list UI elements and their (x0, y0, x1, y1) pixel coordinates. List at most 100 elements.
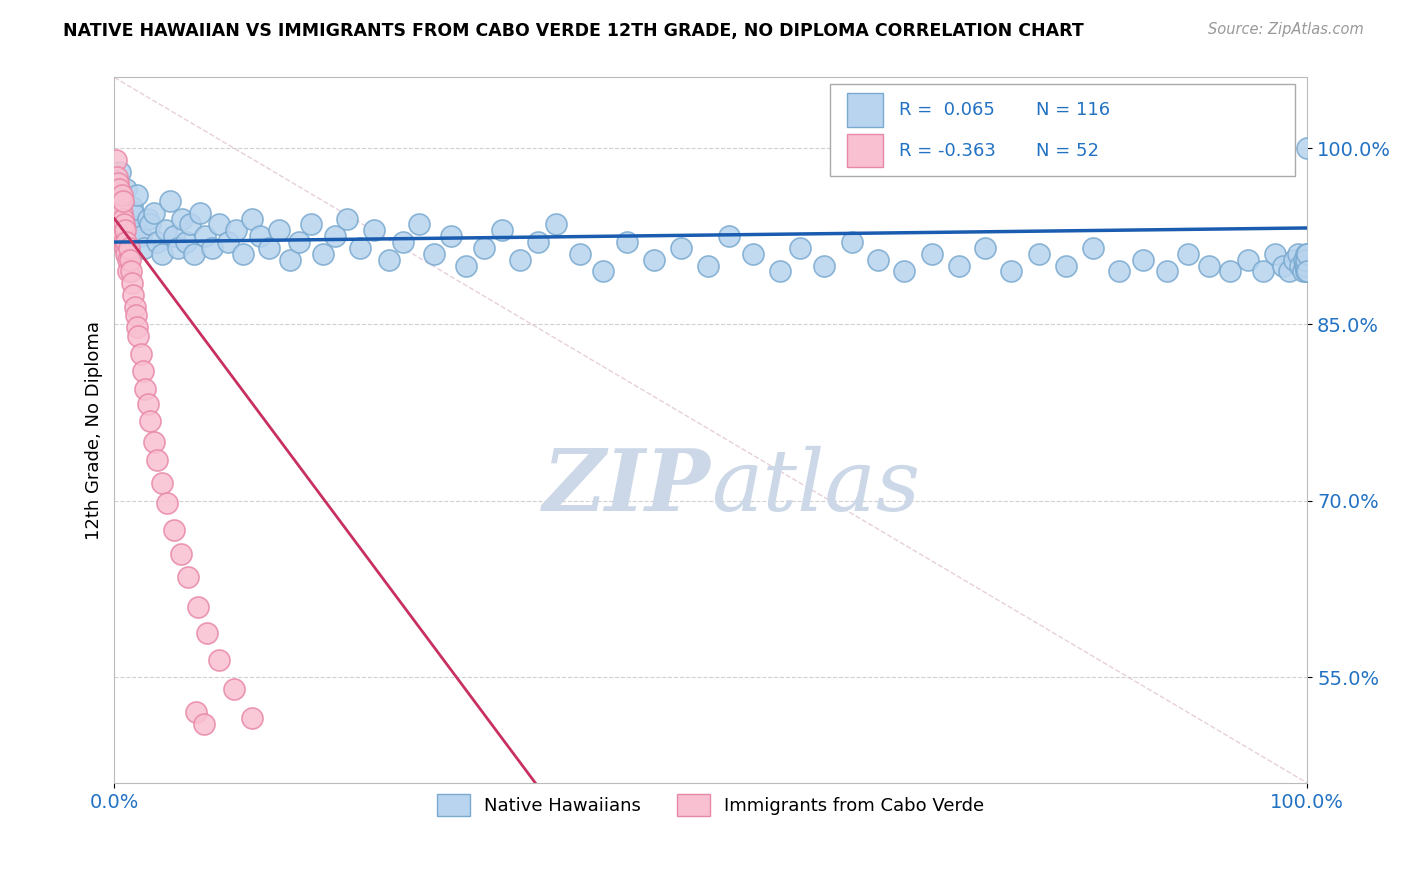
Point (643, 252, 665, 267)
Point (1000, 264, 1022, 278)
Point (114, 223, 136, 237)
Point (222, 681, 245, 696)
FancyBboxPatch shape (846, 94, 883, 128)
Point (697, 259, 720, 273)
Point (1296, 141, 1319, 155)
Point (232, 247, 254, 261)
Text: ZIP: ZIP (543, 445, 711, 528)
Point (170, 547, 193, 561)
Point (122, 288, 145, 302)
Point (125, 188, 148, 202)
Point (107, 200, 129, 214)
Point (172, 211, 194, 226)
Point (110, 223, 132, 237)
Point (1295, 264, 1317, 278)
Text: Source: ZipAtlas.com: Source: ZipAtlas.com (1208, 22, 1364, 37)
Point (108, 205, 131, 219)
Point (336, 211, 359, 226)
Point (208, 652, 231, 666)
Point (125, 319, 148, 334)
Text: atlas: atlas (711, 445, 920, 528)
Point (789, 241, 811, 255)
Point (121, 200, 143, 214)
Point (129, 347, 152, 361)
Point (1291, 264, 1313, 278)
Point (392, 235, 415, 249)
Point (132, 364, 155, 378)
FancyBboxPatch shape (830, 85, 1295, 177)
Point (240, 711, 263, 725)
Point (114, 211, 136, 226)
Point (544, 218, 567, 232)
Point (125, 308, 148, 322)
Point (193, 717, 215, 731)
Point (142, 205, 165, 219)
Point (187, 599, 209, 614)
Point (159, 194, 181, 208)
Point (197, 625, 219, 640)
Point (1289, 259, 1312, 273)
Point (1054, 259, 1077, 273)
Point (323, 229, 346, 244)
Point (1219, 264, 1241, 278)
Point (118, 235, 141, 249)
Point (225, 223, 247, 237)
Point (139, 218, 162, 232)
Point (118, 241, 141, 255)
Text: R = -0.363: R = -0.363 (900, 142, 997, 160)
Text: N = 116: N = 116 (1036, 101, 1111, 120)
Point (1295, 259, 1317, 273)
Point (893, 264, 915, 278)
Point (974, 241, 997, 255)
Point (1272, 259, 1295, 273)
Point (150, 247, 173, 261)
Point (208, 218, 231, 232)
Point (1296, 264, 1319, 278)
Point (115, 182, 138, 196)
Point (108, 182, 131, 196)
Point (616, 235, 638, 249)
Text: NATIVE HAWAIIAN VS IMMIGRANTS FROM CABO VERDE 12TH GRADE, NO DIPLOMA CORRELATION: NATIVE HAWAIIAN VS IMMIGRANTS FROM CABO … (63, 22, 1084, 40)
Point (717, 229, 740, 244)
Legend: Native Hawaiians, Immigrants from Cabo Verde: Native Hawaiians, Immigrants from Cabo V… (429, 785, 994, 825)
Point (105, 188, 128, 202)
Point (118, 252, 141, 267)
Point (1294, 259, 1316, 273)
Point (111, 194, 134, 208)
Point (408, 218, 430, 232)
Point (1282, 252, 1305, 267)
Point (378, 252, 401, 267)
Point (118, 218, 141, 232)
Point (150, 476, 173, 491)
Point (110, 218, 132, 232)
Point (112, 235, 135, 249)
Point (669, 241, 692, 255)
Point (312, 247, 335, 261)
Point (866, 252, 889, 267)
Point (110, 188, 132, 202)
Point (110, 194, 132, 208)
Point (105, 170, 128, 185)
Point (122, 205, 145, 219)
Point (156, 496, 179, 510)
Point (1236, 252, 1258, 267)
Point (1295, 247, 1317, 261)
Point (440, 229, 463, 244)
Point (134, 382, 156, 396)
Point (1292, 252, 1315, 267)
Point (217, 235, 239, 249)
Point (184, 706, 207, 720)
Point (142, 435, 165, 450)
Point (1028, 247, 1050, 261)
Point (1295, 252, 1317, 267)
Point (146, 452, 169, 467)
Point (136, 211, 159, 226)
Point (136, 397, 159, 411)
Point (177, 570, 200, 584)
Point (491, 223, 513, 237)
Point (509, 252, 531, 267)
Point (194, 229, 217, 244)
Point (127, 329, 149, 343)
Point (1264, 247, 1286, 261)
Point (120, 264, 142, 278)
